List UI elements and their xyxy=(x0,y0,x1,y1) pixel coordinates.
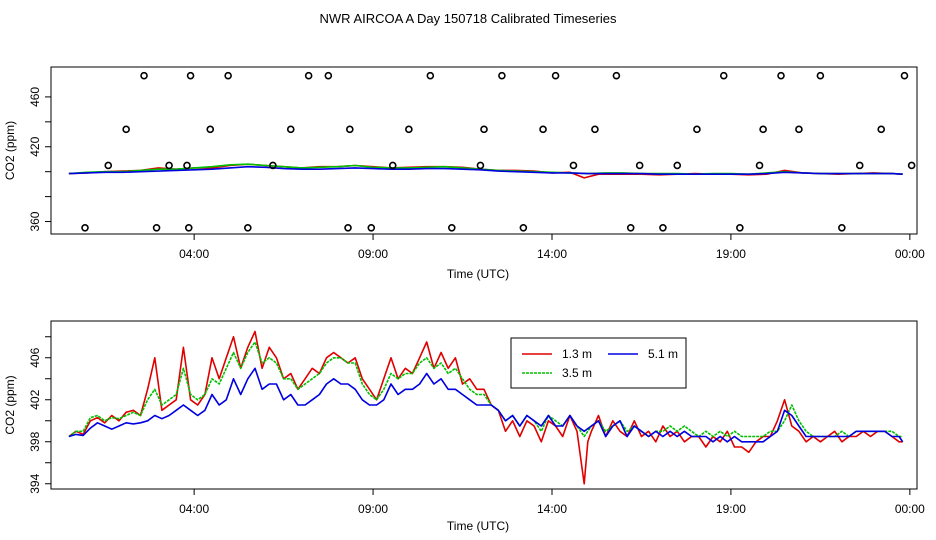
panel-bottom-series-1-3-m xyxy=(68,330,903,485)
panel-top-flask-point xyxy=(659,223,667,232)
panel-bottom-x-tick-label: 00:00 xyxy=(895,502,925,516)
panel-bottom-x-tick-label: 19:00 xyxy=(716,502,746,516)
legend-label: 3.5 m xyxy=(562,366,592,380)
legend-label: 5.1 m xyxy=(648,347,678,361)
panel-top-flask-point xyxy=(612,71,621,80)
panel-top-y-axis-label: CO2 (ppm) xyxy=(3,121,17,180)
panel-top-series-1-3-m xyxy=(68,163,903,179)
panel-top-flask-point xyxy=(346,125,354,134)
panel-bottom-y-tick-label: 398 xyxy=(28,431,42,451)
panel-bottom-series-3-5-m xyxy=(68,341,903,438)
panel-top-flask-point xyxy=(816,71,825,80)
panel-top-flask-point xyxy=(777,71,785,80)
panel-top-x-tick-label: 04:00 xyxy=(179,247,209,261)
panel-top-flask-point xyxy=(324,71,333,80)
panel-top-flask-point xyxy=(759,125,767,134)
panel-top-flask-point xyxy=(286,125,295,134)
panel-top-flask-point xyxy=(673,161,682,170)
panel-bottom-y-tick-label: 406 xyxy=(28,347,42,367)
panel-top-flask-point xyxy=(795,125,803,134)
panel-top-flask-point xyxy=(900,71,909,80)
panel-top-y-tick-label: 420 xyxy=(28,136,42,156)
panel-top-flask-point xyxy=(405,125,413,134)
legend-label: 1.3 m xyxy=(562,347,592,361)
panel-bottom-x-axis-label: Time (UTC) xyxy=(447,519,509,533)
panel-top-flask-point xyxy=(480,125,488,134)
panel-top-flask-point xyxy=(447,223,456,232)
panel-bottom-y-tick-label: 394 xyxy=(28,473,42,493)
panel-top-flask-point xyxy=(476,161,485,170)
panel-top-flask-point xyxy=(81,223,89,232)
panel-top-flask-point xyxy=(693,125,701,134)
panel-top-flask-point xyxy=(539,125,547,134)
panel-top-flask-point xyxy=(551,71,560,80)
panel-bottom-y-tick-label: 402 xyxy=(28,389,42,409)
panel-top-flask-point xyxy=(591,125,599,134)
panel-top-x-tick-label: 14:00 xyxy=(537,247,567,261)
panel-top-flask-point xyxy=(183,161,191,170)
panel-top-plot-frame xyxy=(50,66,918,235)
panel-top-flask-point xyxy=(736,223,744,232)
panel-bottom-series-5-1-m xyxy=(68,367,904,443)
panel-top-x-tick-label: 00:00 xyxy=(895,247,925,261)
panel-top-flask-point xyxy=(426,71,435,80)
panel-top-flask-point xyxy=(165,161,173,170)
panel-top-flask-point xyxy=(838,223,846,232)
panel-top-flask-point xyxy=(140,71,148,80)
panel-bottom-x-tick-label: 04:00 xyxy=(179,502,209,516)
panel-top-flask-point xyxy=(344,223,352,232)
panel-top-flask-point xyxy=(184,223,193,232)
panel-top-flask-point xyxy=(907,161,916,170)
panel-top-flask-point xyxy=(186,71,195,80)
panel-top-x-tick-label: 19:00 xyxy=(716,247,746,261)
panel-top-flask-point xyxy=(626,223,635,232)
panel-top-y-tick-label: 360 xyxy=(28,211,42,231)
panel-top-flask-point xyxy=(519,223,528,232)
panel-top-flask-point xyxy=(269,161,277,170)
panel-top-flask-point xyxy=(122,125,130,134)
legend-box xyxy=(510,337,687,389)
panel-top-flask-point xyxy=(224,71,232,80)
panel-bottom-x-tick-label: 14:00 xyxy=(537,502,567,516)
panel-bottom-y-axis-label: CO2 (ppm) xyxy=(3,375,17,434)
panel-top-x-axis-label: Time (UTC) xyxy=(447,267,509,281)
panel-top-flask-point xyxy=(104,161,113,170)
panel-top-flask-point xyxy=(635,161,644,170)
panel-top-y-tick-label: 460 xyxy=(28,87,42,107)
panel-top-flask-point xyxy=(206,125,215,134)
panel-top-flask-point xyxy=(388,161,397,170)
panel-top-flask-point xyxy=(367,223,376,232)
panel-top-flask-point xyxy=(152,223,161,232)
panel-top-flask-point xyxy=(877,125,886,134)
panel-top-x-tick-label: 09:00 xyxy=(358,247,388,261)
panel-top-series-5-1-m xyxy=(68,165,903,175)
figure-title: NWR AIRCOA A Day 150718 Calibrated Times… xyxy=(319,11,617,26)
panel-top-flask-point xyxy=(755,161,764,170)
panel-bottom-plot-frame xyxy=(50,320,918,490)
panel-top-flask-point xyxy=(244,223,252,232)
panel-top-flask-point xyxy=(719,71,728,80)
panel-top-flask-point xyxy=(498,71,506,80)
panel-top-flask-point xyxy=(569,161,578,170)
panel-top-flask-point xyxy=(855,161,864,170)
panel-top-flask-point xyxy=(304,71,313,80)
panel-bottom-x-tick-label: 09:00 xyxy=(358,502,388,516)
